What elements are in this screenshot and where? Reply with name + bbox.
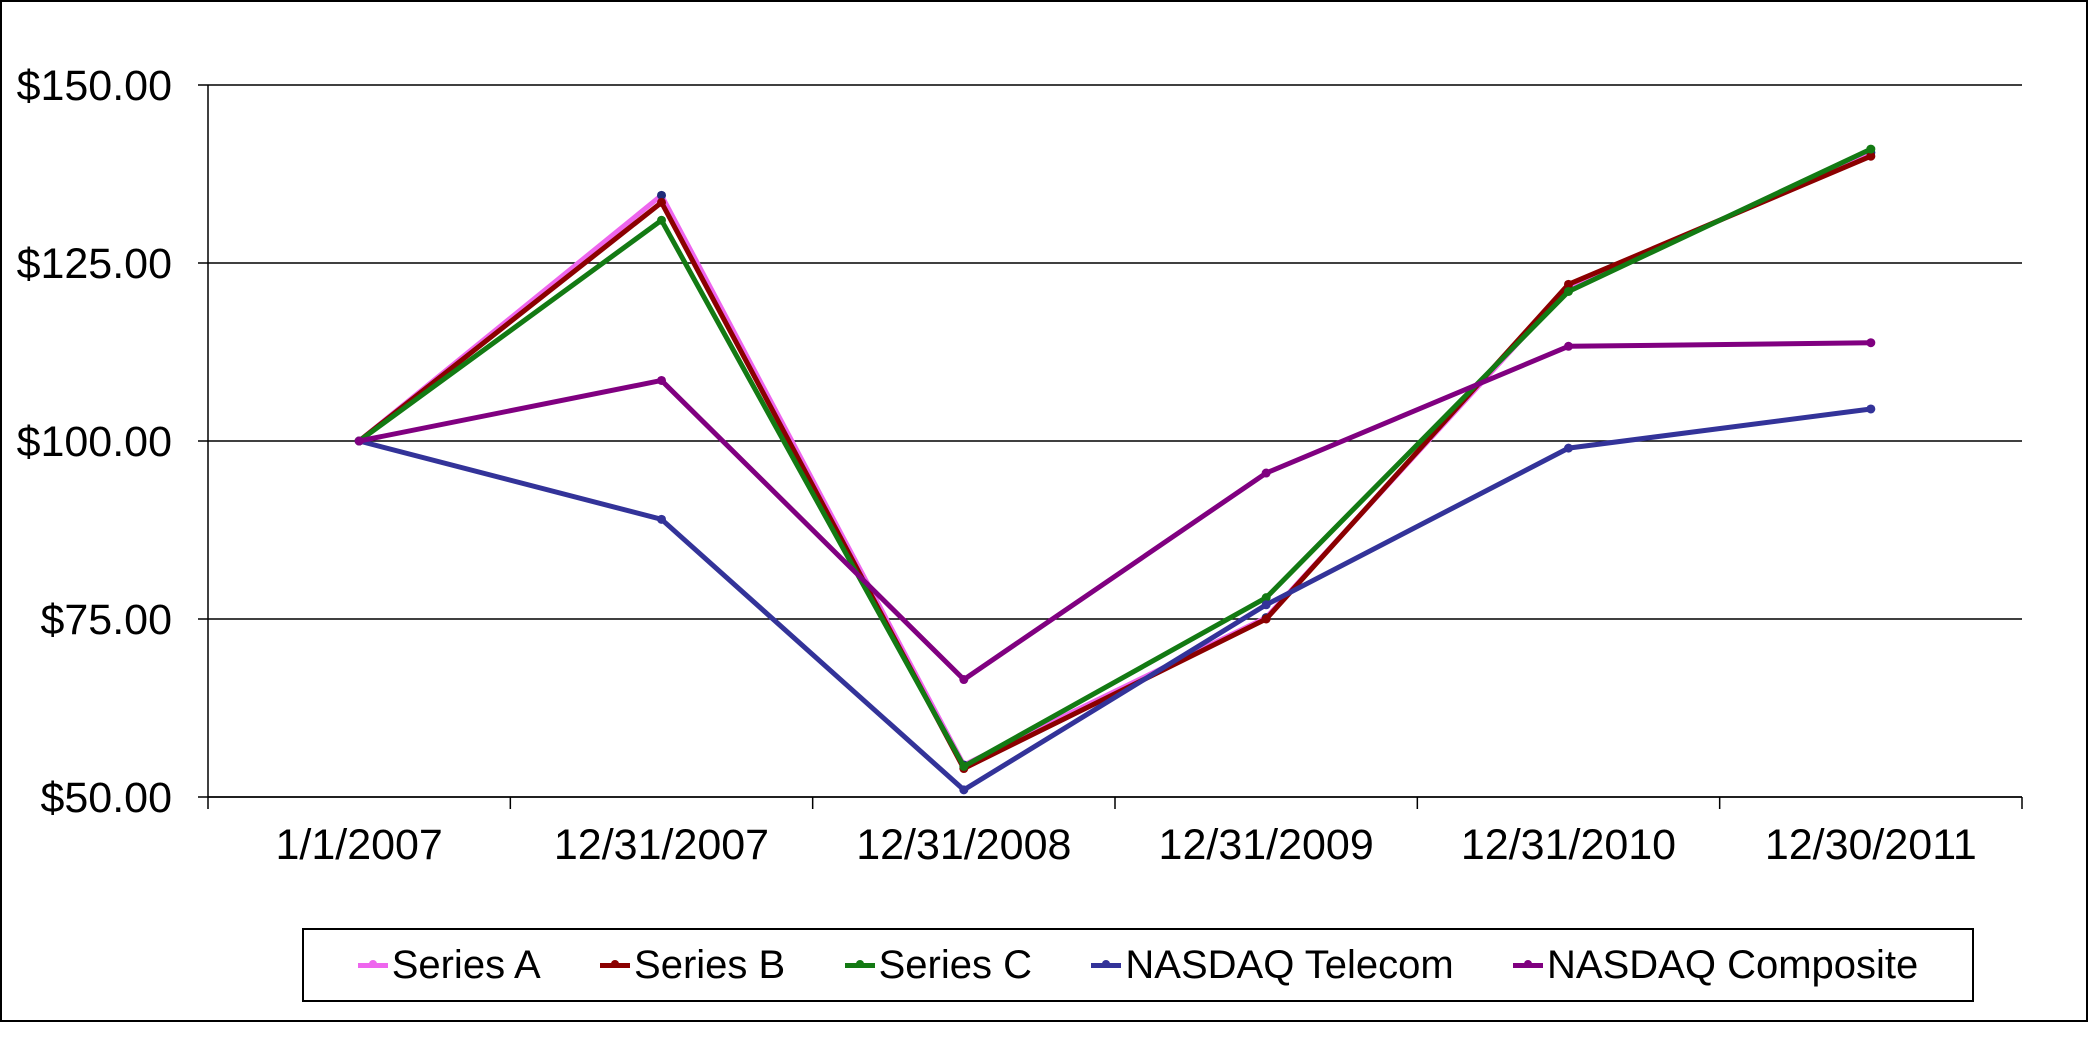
x-tick-label: 12/30/2011 (1765, 821, 1977, 869)
y-tick-label: $100.00 (17, 418, 172, 466)
data-point-nasdaq-composite (1564, 341, 1573, 351)
data-point-series-b (657, 197, 666, 207)
data-point-nasdaq-composite (354, 436, 364, 446)
data-point-series-c (1261, 593, 1271, 603)
data-point-series-a (657, 190, 666, 200)
legend-item-nasdaq-telecom: NASDAQ Telecom (1091, 942, 1454, 988)
data-point-series-b (1866, 151, 1876, 161)
legend-label: Series A (391, 942, 541, 987)
data-point-series-c (657, 215, 666, 225)
gridlines (198, 84, 2022, 798)
legend-label: NASDAQ Telecom (1125, 942, 1454, 987)
legend-swatch (357, 959, 388, 968)
data-point-nasdaq-composite (1866, 338, 1876, 348)
legend-item-series-a: Series A (357, 942, 541, 988)
data-point-series-b (1261, 614, 1271, 624)
data-point-nasdaq-telecom (1564, 443, 1573, 453)
data-point-series-b (1564, 279, 1573, 289)
legend-swatch (600, 959, 631, 968)
x-tick-labels: 1/1/2007 12/31/2007 12/31/2008 12/31/2009 12… (275, 821, 1976, 869)
legend-label: NASDAQ Composite (1547, 942, 1919, 987)
x-tick-label: 1/1/2007 (275, 821, 442, 869)
legend-swatch (844, 959, 875, 968)
series-lines (354, 144, 1876, 795)
y-tick-labels: $50.00 $75.00 $100.00 $125.00 $150.00 (17, 62, 172, 822)
series-line-series-a (357, 150, 1872, 768)
chart-frame (0, 0, 2088, 1022)
legend-item-series-b: Series B (600, 943, 785, 988)
legend-item-nasdaq-composite: NASDAQ Composite (1513, 943, 1918, 988)
series-line-nasdaq-composite (358, 340, 1871, 683)
data-point-nasdaq-telecom (657, 514, 666, 524)
legend-label: Series B (634, 942, 786, 987)
x-tick-label: 12/31/2007 (554, 821, 769, 869)
legend: Series A Series B Series C NASDAQ Telecom NA… (302, 928, 1974, 1002)
y-tick-label: $50.00 (40, 774, 172, 822)
data-point-nasdaq-telecom (1866, 404, 1876, 414)
data-point-nasdaq-composite (1261, 468, 1271, 478)
data-point-series-c (1564, 286, 1573, 296)
data-point-nasdaq-composite (959, 675, 969, 685)
legend-swatch (1091, 959, 1122, 968)
data-point-nasdaq-composite (657, 375, 666, 385)
legend-item-series-c: Series C (844, 942, 1032, 988)
data-point-series-c (959, 761, 969, 771)
data-point-series-c (1866, 144, 1876, 154)
y-tick-label: $125.00 (17, 240, 172, 288)
x-tick-label: 12/31/2010 (1461, 821, 1676, 869)
x-tick-label: 12/31/2008 (856, 821, 1071, 869)
x-tick-label: 12/31/2009 (1159, 821, 1374, 869)
legend-swatch (1513, 959, 1544, 968)
series-line-series-c (357, 146, 1872, 769)
axes (207, 85, 2023, 809)
y-tick-label: $75.00 (40, 596, 172, 644)
y-tick-label: $150.00 (17, 62, 172, 110)
data-point-nasdaq-telecom (959, 785, 969, 795)
legend-label: Series C (878, 942, 1032, 987)
series-line-nasdaq-telecom (358, 406, 1872, 793)
series-line-series-b (357, 153, 1872, 772)
data-point-nasdaq-telecom (1261, 600, 1271, 610)
